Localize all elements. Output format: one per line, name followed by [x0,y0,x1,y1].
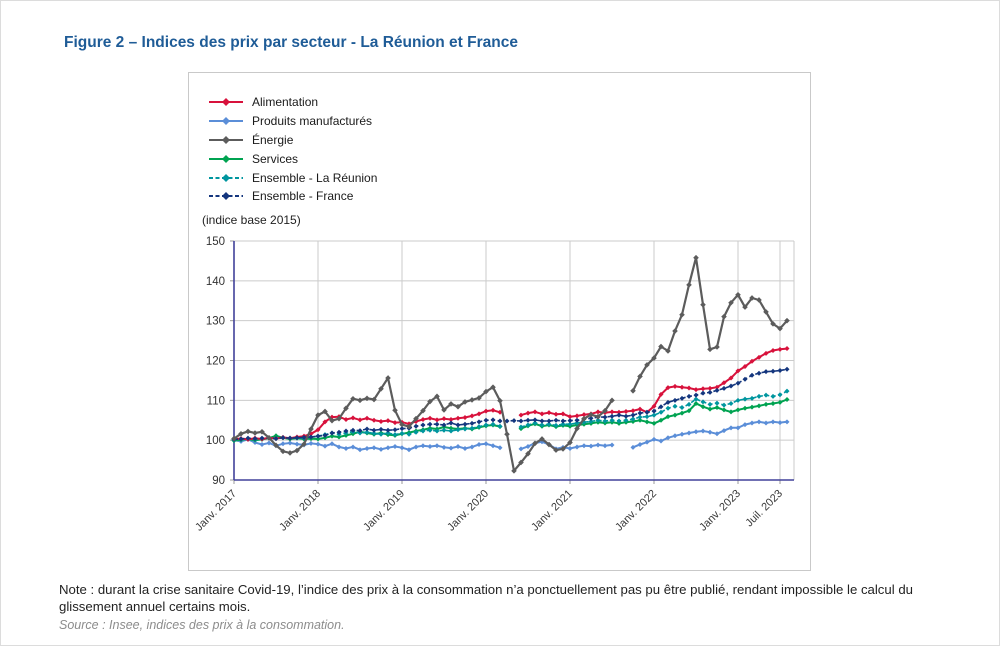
legend-line-sample [209,135,243,144]
legend-label: Ensemble - France [252,189,354,204]
chart-panel: Alimentation Produits manufacturés Énergie… [188,72,811,571]
y-tick-label: 100 [206,435,225,447]
x-tick-label: Janv. 2022 [613,488,659,534]
chart-legend: Alimentation Produits manufacturés Énergie… [209,93,377,206]
figure-source: Source : Insee, indices des prix à la co… [59,617,345,632]
series-markers-3 [231,254,790,474]
legend-item-6: Ensemble - France [209,187,377,206]
series-line-5 [233,390,788,441]
legend-label: Énergie [252,132,294,147]
y-tick-label: 90 [212,475,225,487]
axis-unit-label: (indice base 2015) [202,213,301,227]
y-tick-label: 150 [206,236,225,248]
legend-label: Ensemble - La Réunion [252,170,378,185]
legend-label: Alimentation [252,95,319,110]
y-tick-label: 110 [207,395,225,407]
x-tick-label: Janv. 2018 [277,488,323,534]
legend-item-2: Produits manufacturés [209,112,377,131]
legend-item-1: Alimentation [209,93,377,112]
y-tick-label: 130 [206,316,225,328]
legend-item-4: Services [209,149,377,168]
y-tick-label: 140 [206,276,225,288]
figure-title: Figure 2 – Indices des prix par secteur … [64,34,518,51]
line-chart: 90 100 110 120 130 140 150 Janv. 2017 Janv. 2018… [193,236,795,534]
legend-line-sample [209,117,243,126]
legend-line-sample [209,154,243,163]
legend-line-sample [209,173,243,182]
legend-item-3: Énergie [209,131,377,150]
x-tick-label: Juil. 2023 [743,488,785,530]
x-tick-label: Janv. 2019 [361,488,407,534]
x-tick-label: Janv. 2017 [193,488,239,534]
x-tick-label: Janv. 2021 [529,488,575,534]
y-tick-label: 120 [206,356,225,368]
figure-footer: Note : durant la crise sanitaire Covid-1… [59,581,931,632]
legend-line-sample [209,192,243,201]
legend-item-5: Ensemble - La Réunion [209,168,377,187]
figure-note: Note : durant la crise sanitaire Covid-1… [59,582,913,615]
legend-line-sample [209,98,243,107]
series-markers-5 [231,388,790,443]
x-tick-label: Janv. 2020 [445,488,491,534]
x-tick-label: Janv. 2023 [697,488,743,534]
legend-label: Services [252,151,299,166]
legend-label: Produits manufacturés [252,114,373,129]
